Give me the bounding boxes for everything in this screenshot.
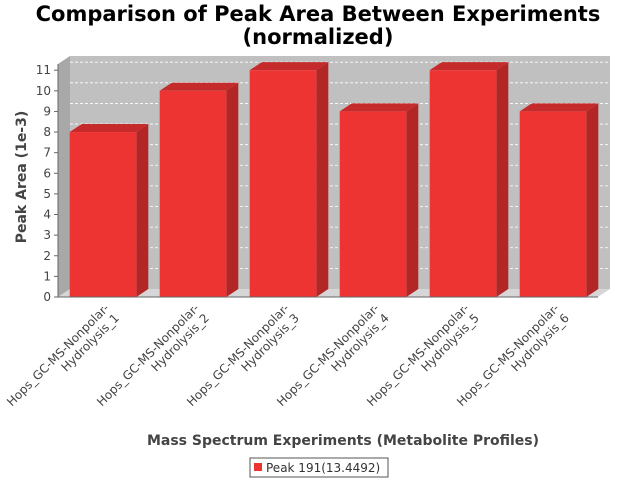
bar-front-3 (249, 70, 317, 297)
bar-top-6 (519, 103, 599, 112)
bar-top-1 (69, 124, 149, 133)
chart-title-line-1: Comparison of Peak Area Between Experime… (36, 2, 601, 26)
y-tick-label-2: 2 (43, 249, 51, 263)
y-axis: 0 1 2 3 4 5 6 7 8 9 10 11 (36, 63, 598, 304)
bar-top-5 (429, 62, 509, 71)
y-tick-label-0: 0 (43, 290, 51, 304)
bar-front-5 (429, 70, 497, 297)
bar-4 (339, 103, 419, 298)
legend-box (249, 457, 389, 478)
bar-front-1 (69, 132, 137, 297)
bar-5 (429, 62, 509, 298)
y-tick-label-10: 10 (36, 84, 51, 98)
bar-side-5 (496, 62, 509, 298)
bar-front-2 (159, 90, 227, 297)
y-tick-label-8: 8 (43, 125, 51, 139)
bar-front-6 (519, 111, 587, 298)
bar-side-1 (136, 124, 149, 297)
bar-side-4 (406, 103, 419, 298)
bar-2 (159, 82, 239, 297)
y-tick-label-4: 4 (43, 208, 51, 222)
bars (69, 62, 599, 298)
y-tick-label-1: 1 (43, 269, 51, 283)
bar-side-6 (586, 103, 599, 298)
y-tick-label-7: 7 (43, 146, 51, 160)
x-axis-categories: Hops_GC-MS-Nonpolar-Hydrolysis_1Hops_GC-… (4, 301, 572, 409)
y-tick-label-11: 11 (36, 63, 51, 77)
legend: Peak 191(13.4492) (249, 457, 389, 478)
y-tick-label-5: 5 (43, 187, 51, 201)
plot-side-wall (58, 56, 70, 297)
x-axis-title: Mass Spectrum Experiments (Metabolite Pr… (147, 433, 539, 449)
y-axis-title: Peak Area (1e-3) (14, 111, 30, 244)
bar-top-3 (249, 62, 329, 71)
y-tick-label-3: 3 (43, 228, 51, 242)
legend-swatch (254, 463, 262, 471)
bar-1 (69, 124, 149, 297)
bar-top-4 (339, 103, 419, 112)
bar-6 (519, 103, 599, 298)
y-tick-label-6: 6 (43, 166, 51, 180)
bar-front-4 (339, 111, 407, 298)
chart-title-line-2: (normalized) (243, 25, 394, 49)
bar-side-3 (316, 62, 329, 298)
bar-3 (249, 62, 329, 298)
bar-side-2 (226, 82, 239, 297)
legend-label: Peak 191(13.4492) (266, 461, 380, 475)
y-tick-label-9: 9 (43, 104, 51, 118)
bar-top-2 (159, 82, 239, 91)
